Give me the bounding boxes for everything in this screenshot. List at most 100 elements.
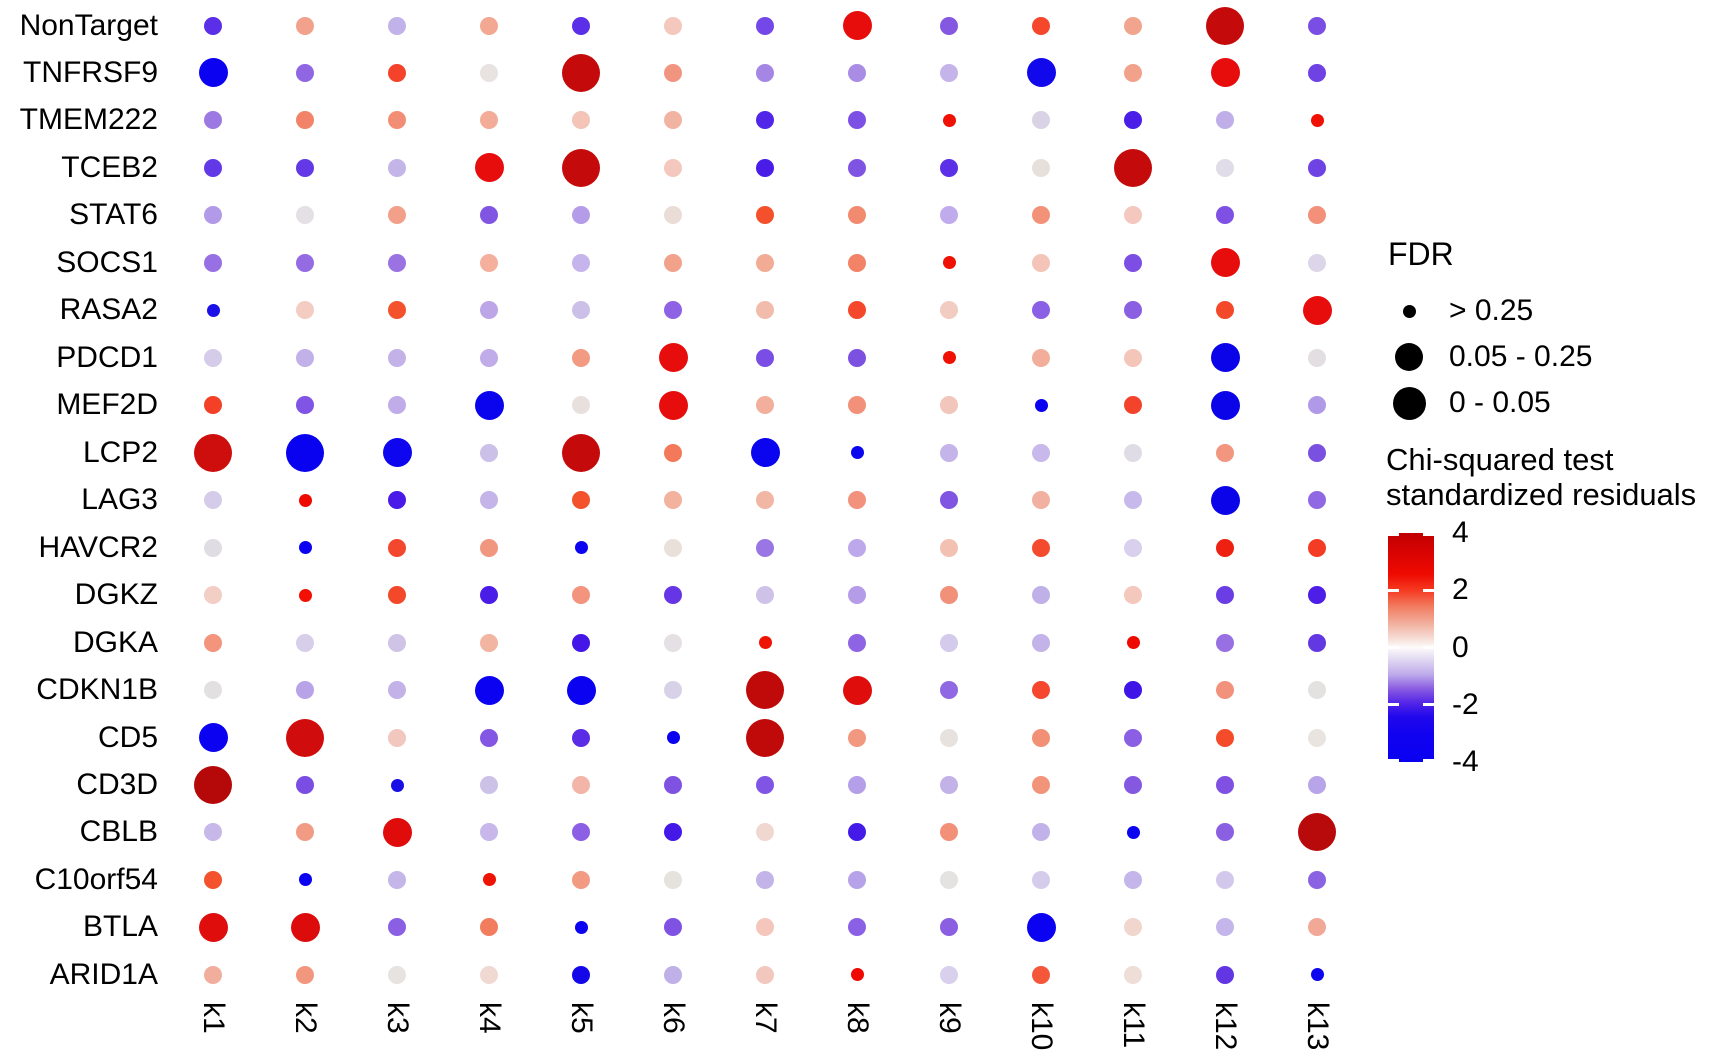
row-label-SOCS1: SOCS1 xyxy=(56,245,158,279)
matrix-dot-LCP2-k5 xyxy=(562,433,600,472)
matrix-dot-NonTarget-k10 xyxy=(1032,16,1050,35)
matrix-dot-PDCD1-k12 xyxy=(1210,343,1240,373)
matrix-dot-CD5-k12 xyxy=(1216,728,1234,747)
matrix-dot-LCP2-k12 xyxy=(1216,443,1234,462)
matrix-dot-CD5-k9 xyxy=(940,728,958,747)
matrix-dot-NonTarget-k3 xyxy=(388,16,406,35)
matrix-dot-ARID1A-k10 xyxy=(1032,965,1050,984)
matrix-dot-TCEB2-k3 xyxy=(388,158,406,177)
matrix-dot-CD3D-k11 xyxy=(1124,776,1142,795)
matrix-dot-RASA2-k8 xyxy=(848,301,866,320)
matrix-dot-C10orf54-k8 xyxy=(848,870,866,889)
matrix-dot-CBLB-k11 xyxy=(1126,825,1140,839)
matrix-dot-CD5-k7 xyxy=(746,718,784,757)
matrix-dot-STAT6-k1 xyxy=(204,206,222,225)
matrix-dot-DGKA-k7 xyxy=(758,636,772,650)
matrix-dot-CBLB-k4 xyxy=(480,823,498,842)
matrix-dot-TMEM222-k12 xyxy=(1216,111,1234,130)
fdr-legend-label-l: 0 - 0.05 xyxy=(1449,386,1551,419)
matrix-dot-CDKN1B-k13 xyxy=(1308,681,1326,700)
matrix-dot-CDKN1B-k5 xyxy=(566,675,596,705)
fdr-legend-dot-s xyxy=(1402,304,1416,318)
matrix-dot-NonTarget-k13 xyxy=(1308,16,1326,35)
matrix-dot-PDCD1-k10 xyxy=(1032,348,1050,367)
fdr-legend-label-s: > 0.25 xyxy=(1449,294,1534,327)
matrix-dot-LAG3-k6 xyxy=(664,491,682,510)
row-label-CBLB: CBLB xyxy=(79,815,158,849)
matrix-dot-TCEB2-k6 xyxy=(664,158,682,177)
colorbar-tick--4: -4 xyxy=(1452,745,1479,778)
matrix-dot-CD3D-k1 xyxy=(194,766,232,805)
matrix-dot-CD3D-k13 xyxy=(1308,776,1326,795)
row-label-CDKN1B: CDKN1B xyxy=(36,673,158,707)
matrix-dot-C10orf54-k9 xyxy=(940,870,958,889)
matrix-dot-CBLB-k10 xyxy=(1032,823,1050,842)
matrix-dot-TNFRSF9-k10 xyxy=(1026,58,1056,88)
matrix-dot-DGKZ-k6 xyxy=(664,586,682,605)
matrix-dot-PDCD1-k11 xyxy=(1124,348,1142,367)
matrix-dot-CD5-k2 xyxy=(286,718,324,757)
fdr-legend-label-m: 0.05 - 0.25 xyxy=(1449,340,1593,373)
matrix-dot-STAT6-k13 xyxy=(1308,206,1326,225)
matrix-dot-DGKA-k1 xyxy=(204,633,222,652)
matrix-dot-C10orf54-k7 xyxy=(756,870,774,889)
matrix-dot-NonTarget-k8 xyxy=(842,11,872,40)
matrix-dot-TMEM222-k1 xyxy=(204,111,222,130)
matrix-dot-MEF2D-k6 xyxy=(658,390,688,420)
matrix-dot-TMEM222-k6 xyxy=(664,111,682,130)
matrix-dot-TNFRSF9-k11 xyxy=(1124,63,1142,82)
matrix-dot-CBLB-k8 xyxy=(848,823,866,842)
matrix-dot-LAG3-k2 xyxy=(298,493,312,507)
matrix-dot-TMEM222-k7 xyxy=(756,111,774,130)
matrix-dot-RASA2-k12 xyxy=(1216,301,1234,320)
matrix-dot-LAG3-k7 xyxy=(756,491,774,510)
col-label-k5: k5 xyxy=(565,1002,598,1034)
matrix-dot-CDKN1B-k4 xyxy=(474,675,504,705)
fdr-legend-title: FDR xyxy=(1388,236,1454,272)
matrix-dot-LCP2-k7 xyxy=(750,438,780,468)
matrix-dot-TNFRSF9-k5 xyxy=(562,53,600,92)
matrix-dot-NonTarget-k6 xyxy=(664,16,682,35)
matrix-dot-HAVCR2-k8 xyxy=(848,538,866,557)
col-label-k9: k9 xyxy=(933,1002,966,1034)
matrix-dot-CBLB-k2 xyxy=(296,823,314,842)
matrix-dot-HAVCR2-k3 xyxy=(388,538,406,557)
matrix-dot-DGKZ-k8 xyxy=(848,586,866,605)
matrix-dot-MEF2D-k2 xyxy=(296,396,314,415)
row-label-ARID1A: ARID1A xyxy=(49,957,158,991)
matrix-dot-LAG3-k11 xyxy=(1124,491,1142,510)
row-label-BTLA: BTLA xyxy=(82,910,158,944)
matrix-dot-CD3D-k4 xyxy=(480,776,498,795)
matrix-dot-ARID1A-k2 xyxy=(296,965,314,984)
matrix-dot-DGKA-k13 xyxy=(1308,633,1326,652)
matrix-dot-LCP2-k8 xyxy=(850,446,864,460)
matrix-dot-TCEB2-k13 xyxy=(1308,158,1326,177)
matrix-dot-CDKN1B-k10 xyxy=(1032,681,1050,700)
row-label-TMEM222: TMEM222 xyxy=(19,103,158,137)
matrix-dot-LCP2-k1 xyxy=(194,433,232,472)
col-label-k10: k10 xyxy=(1025,1002,1058,1051)
matrix-dot-PDCD1-k8 xyxy=(848,348,866,367)
colorbar-tick-notch xyxy=(1423,588,1434,592)
matrix-dot-STAT6-k12 xyxy=(1216,206,1234,225)
colorbar-tick-notch xyxy=(1388,703,1399,707)
row-label-STAT6: STAT6 xyxy=(69,198,158,232)
matrix-dot-CDKN1B-k6 xyxy=(664,681,682,700)
matrix-dot-CBLB-k9 xyxy=(940,823,958,842)
matrix-dot-CD3D-k6 xyxy=(664,776,682,795)
matrix-dot-CBLB-k1 xyxy=(204,823,222,842)
matrix-dot-LCP2-k6 xyxy=(664,443,682,462)
matrix-dot-NonTarget-k4 xyxy=(480,16,498,35)
matrix-dot-C10orf54-k1 xyxy=(204,870,222,889)
matrix-dot-MEF2D-k8 xyxy=(848,396,866,415)
matrix-dot-SOCS1-k12 xyxy=(1210,248,1240,278)
matrix-dot-SOCS1-k6 xyxy=(664,253,682,272)
matrix-dot-CBLB-k3 xyxy=(382,817,412,847)
matrix-dot-TNFRSF9-k13 xyxy=(1308,63,1326,82)
colorbar-tick-notch xyxy=(1423,533,1434,536)
matrix-dot-DGKZ-k11 xyxy=(1124,586,1142,605)
matrix-dot-STAT6-k11 xyxy=(1124,206,1142,225)
matrix-dot-CD3D-k9 xyxy=(940,776,958,795)
matrix-dot-RASA2-k5 xyxy=(572,301,590,320)
matrix-dot-PDCD1-k7 xyxy=(756,348,774,367)
